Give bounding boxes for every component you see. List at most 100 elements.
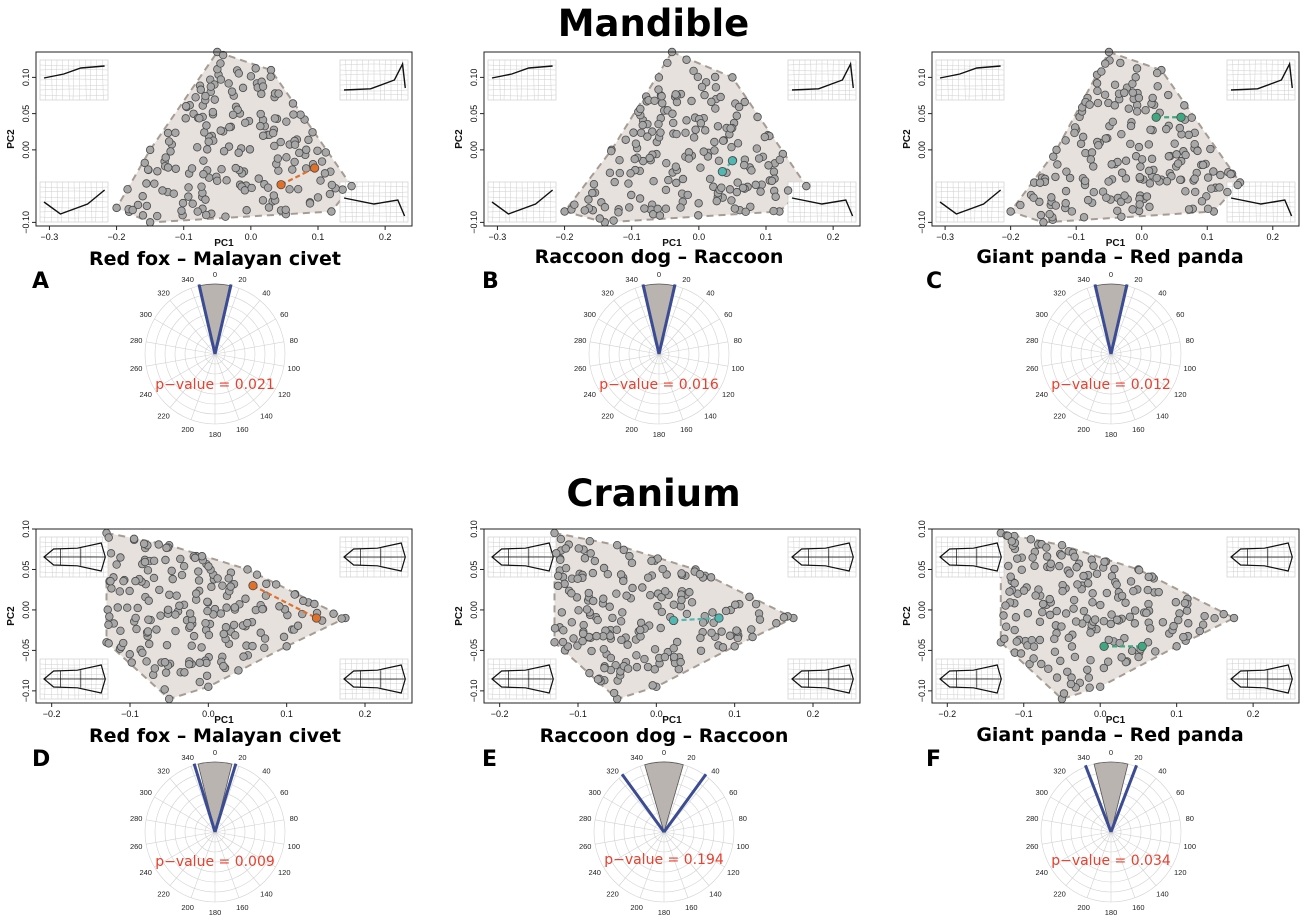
x-tick-label: 0.0	[245, 232, 258, 242]
plot-frame	[35, 528, 413, 704]
data-point	[682, 116, 691, 125]
pair-title-e: Raccoon dog – Raccoon	[539, 725, 789, 747]
pvalue-label-e: p−value = 0.194	[604, 852, 724, 868]
data-point	[1132, 107, 1142, 116]
polar-spoke	[663, 766, 689, 833]
data-point	[751, 599, 761, 609]
y-axis-label: PC2	[454, 606, 465, 626]
angle-tick-label: 300	[1035, 310, 1048, 319]
data-point	[138, 211, 148, 220]
data-point	[584, 588, 593, 598]
x-tick-label: 0.1	[1170, 709, 1183, 719]
data-point	[706, 573, 716, 582]
plot-frame	[483, 51, 861, 227]
polar-grid	[1040, 283, 1182, 425]
data-point	[643, 573, 653, 582]
polar-spoke	[1110, 341, 1180, 355]
data-point	[631, 139, 641, 148]
angle-tick-label: 180	[658, 908, 671, 917]
cranium-deformation-grid-icon	[487, 658, 557, 700]
data-point	[1088, 598, 1097, 607]
trajectory-angle-line	[1084, 764, 1113, 833]
section-title-cranium: Cranium	[566, 472, 741, 515]
data-point	[1107, 610, 1116, 619]
data-point	[669, 652, 679, 662]
data-point	[1143, 585, 1152, 595]
x-axis-label: PC1	[662, 238, 682, 249]
data-point	[683, 190, 692, 200]
angle-tick-label: 320	[157, 289, 170, 298]
data-point	[1052, 606, 1061, 616]
data-point	[158, 186, 167, 195]
data-point	[171, 626, 180, 636]
angle-tick-label: 140	[709, 889, 722, 898]
data-point	[1017, 565, 1026, 575]
data-point	[1056, 656, 1065, 666]
data-point	[1089, 561, 1098, 571]
data-point	[106, 577, 115, 586]
data-point	[296, 110, 305, 119]
data-point	[730, 642, 739, 651]
angle-tick-label: 140	[260, 411, 273, 420]
polar-spoke	[1110, 831, 1136, 898]
data-point	[1090, 615, 1100, 624]
data-point	[113, 603, 122, 612]
data-point	[1121, 598, 1130, 607]
angle-tick-label: 340	[630, 753, 643, 762]
data-point	[1233, 180, 1242, 190]
data-point	[1093, 98, 1103, 108]
data-point	[1092, 569, 1102, 579]
data-point	[1052, 673, 1062, 682]
data-point	[713, 122, 723, 131]
x-tick-label: −0.1	[623, 232, 641, 242]
cranium-outline	[491, 664, 554, 694]
data-point	[1115, 638, 1124, 648]
polar-spoke	[1065, 831, 1112, 886]
data-point	[1085, 683, 1094, 692]
data-point	[1057, 622, 1066, 631]
y-tick-label: 0.00	[917, 601, 927, 619]
data-point	[197, 552, 207, 561]
data-point	[657, 607, 667, 617]
data-point	[1144, 166, 1154, 176]
data-point	[678, 174, 688, 184]
polar-spoke	[169, 353, 216, 408]
data-point	[288, 99, 298, 108]
data-point	[1102, 588, 1112, 598]
data-point	[1134, 93, 1144, 103]
data-point	[1107, 160, 1116, 169]
angle-tick-label: 20	[682, 275, 690, 284]
x-tick-label: −0.2	[938, 709, 956, 719]
data-point	[696, 119, 706, 128]
data-point	[271, 580, 281, 589]
data-point	[263, 183, 273, 192]
data-point	[1051, 172, 1060, 182]
mandible-outline	[939, 189, 1002, 215]
data-point	[325, 189, 335, 199]
angle-tick-label: 340	[181, 275, 194, 284]
data-point	[144, 615, 153, 624]
polar-spoke	[1110, 300, 1157, 355]
data-point	[1152, 68, 1162, 78]
data-point	[779, 613, 789, 622]
data-point	[251, 64, 260, 73]
angle-tick-label: 280	[1026, 814, 1039, 823]
polar-spoke	[1110, 353, 1180, 367]
angle-tick-label: 300	[1035, 788, 1048, 797]
y-tick-label: −0.05	[917, 639, 927, 662]
data-point	[640, 204, 649, 213]
y-tick-label: 0.05	[917, 561, 927, 579]
data-point	[567, 618, 577, 627]
data-point	[1181, 150, 1190, 160]
data-point	[149, 573, 159, 583]
mandible-deformation-grid-icon	[487, 59, 557, 101]
angle-tick-label: 200	[1077, 903, 1090, 912]
deformation-grid-lines	[39, 181, 109, 223]
angle-tick-label: 80	[1186, 814, 1194, 823]
data-point	[166, 147, 175, 156]
data-point	[150, 664, 160, 673]
data-point	[164, 694, 174, 704]
data-point	[1144, 572, 1153, 582]
polar-spoke	[1110, 831, 1180, 845]
data-point	[1013, 554, 1022, 563]
